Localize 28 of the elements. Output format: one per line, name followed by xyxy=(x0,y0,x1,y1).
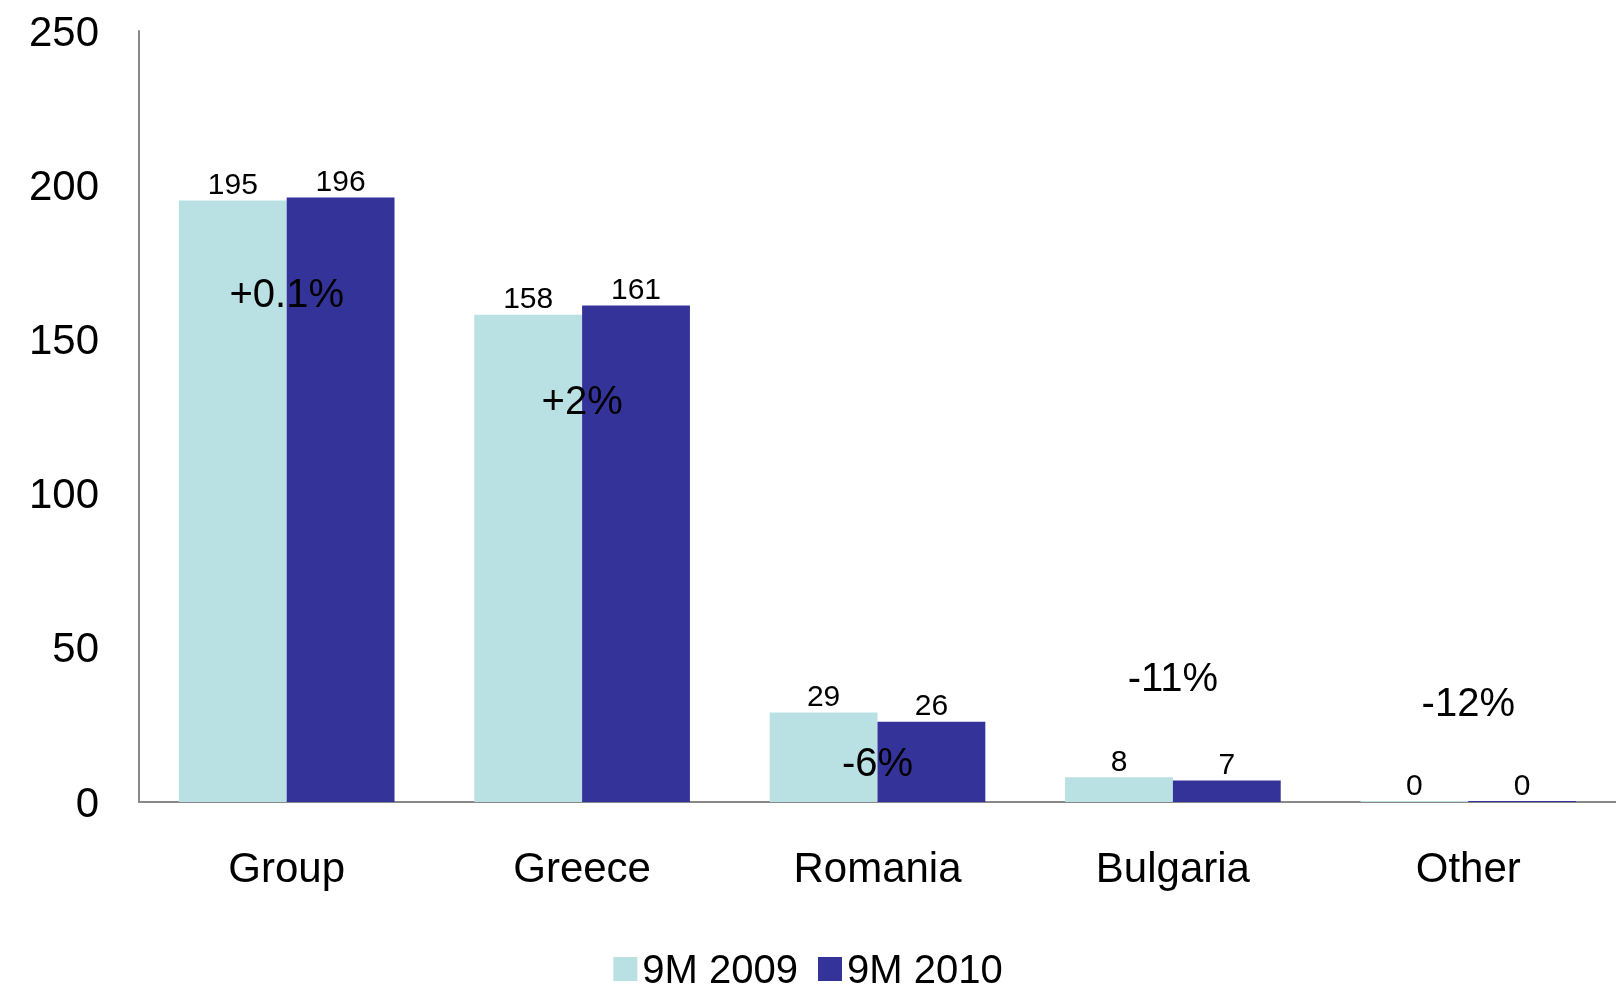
y-tick-label: 200 xyxy=(28,161,99,209)
data-label: 26 xyxy=(914,688,949,722)
annotation: -12% xyxy=(1421,680,1515,724)
data-label: 8 xyxy=(1110,743,1128,777)
x-tick-label: Bulgaria xyxy=(1095,843,1251,891)
data-label: 7 xyxy=(1218,746,1236,780)
y-tick-label: 100 xyxy=(28,470,99,518)
data-label: 0 xyxy=(1406,767,1423,801)
legend-label: 9M 2010 xyxy=(847,947,1003,991)
annotation: -6% xyxy=(841,740,914,784)
y-tick-label: 150 xyxy=(28,315,99,363)
data-label: 161 xyxy=(610,271,662,305)
data-label: 0 xyxy=(1513,767,1531,801)
annotation: -11% xyxy=(1127,655,1219,700)
y-tick-label: 50 xyxy=(52,624,99,672)
data-label: 158 xyxy=(503,281,554,315)
y-tick-label: 0 xyxy=(75,778,99,826)
data-label: 196 xyxy=(315,164,366,198)
x-tick-label: Other xyxy=(1415,843,1521,891)
data-label: 29 xyxy=(806,679,841,713)
bar xyxy=(1065,777,1173,802)
data-label: 195 xyxy=(207,167,258,201)
x-tick-label: Romania xyxy=(793,843,963,891)
legend-label: 9M 2009 xyxy=(642,947,799,991)
x-tick-label: Group xyxy=(228,843,346,891)
x-tick-label: Greece xyxy=(513,843,651,891)
y-tick-label: 250 xyxy=(28,7,99,55)
bar xyxy=(1172,780,1281,802)
